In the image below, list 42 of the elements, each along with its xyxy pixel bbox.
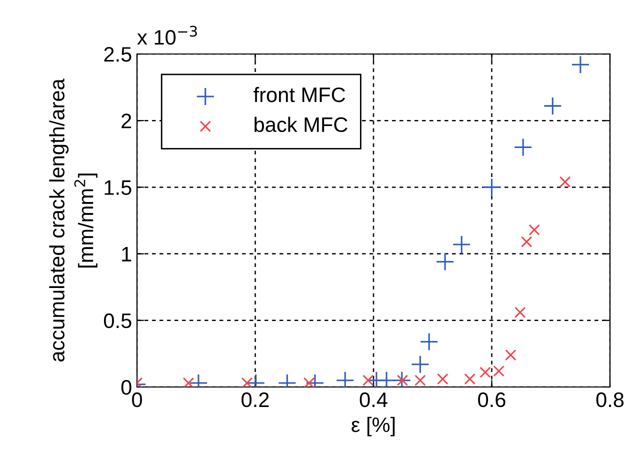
point <box>480 366 491 378</box>
point <box>464 373 476 385</box>
y-tick-label: 1.5 <box>104 180 132 195</box>
point <box>420 332 438 351</box>
point <box>303 377 315 387</box>
legend-label: back MFC <box>254 116 348 132</box>
point <box>362 374 374 386</box>
point <box>493 365 505 377</box>
point <box>414 374 426 386</box>
point <box>392 371 412 387</box>
point <box>528 224 540 236</box>
point <box>514 138 532 157</box>
x-tick-label: 0 <box>132 392 142 408</box>
point <box>452 235 471 254</box>
x-axis-title: ε [%] <box>352 416 395 436</box>
point <box>241 377 253 387</box>
point <box>559 176 571 188</box>
y-tick-label: 2 <box>122 114 132 128</box>
point <box>396 374 408 386</box>
point <box>504 349 516 361</box>
y-tick-label: 0 <box>121 380 132 395</box>
x-tick-label: 0.6 <box>478 392 506 408</box>
point <box>182 377 194 387</box>
y-tick-label: 1 <box>122 247 132 262</box>
point <box>377 371 396 387</box>
y-tick-label: 0.5 <box>104 313 132 328</box>
y-axis-title: accumulated crack length/area [mm/mm$^{2}$] <box>49 78 98 362</box>
point <box>410 355 430 374</box>
y-tick-label: 2.5 <box>104 47 132 62</box>
point <box>482 178 502 196</box>
point <box>520 236 532 248</box>
text: x 10$^{−3}$ <box>137 26 197 45</box>
point <box>571 55 590 74</box>
x-tick-label: 0.2 <box>242 392 269 408</box>
point <box>436 252 454 272</box>
x-tick-label: 0.8 <box>596 392 624 408</box>
point <box>336 371 354 387</box>
x-tick-label: 0.4 <box>360 392 388 408</box>
legend-label: front MFC <box>254 86 346 102</box>
point <box>543 96 562 116</box>
point <box>437 373 448 385</box>
point <box>514 306 526 318</box>
